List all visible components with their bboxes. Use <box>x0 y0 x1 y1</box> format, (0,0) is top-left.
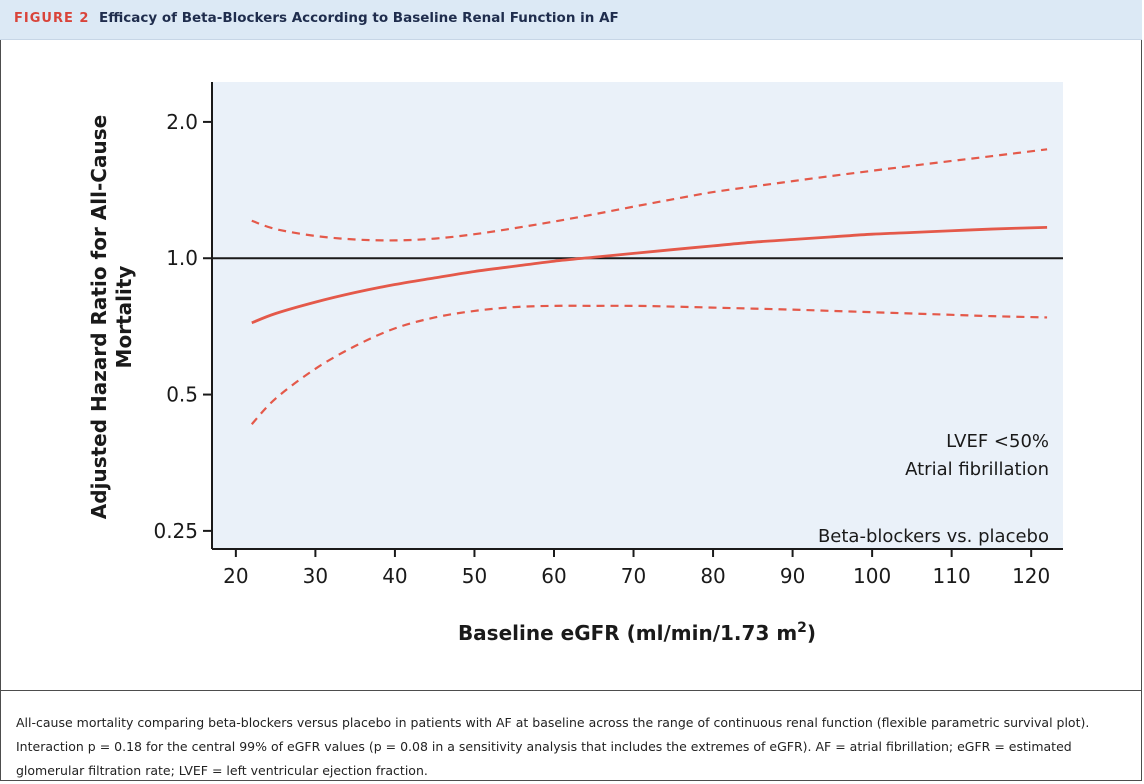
x-tick-label: 20 <box>223 564 248 588</box>
annotation-lvef: LVEF <50% <box>946 431 1049 452</box>
y-tick-label: 0.25 <box>153 519 198 543</box>
x-tick-label: 50 <box>462 564 487 588</box>
series-estimate-line <box>251 225 1048 325</box>
y-tick-label: 0.5 <box>166 383 198 407</box>
x-axis-title-sup: 2 <box>797 620 807 636</box>
caption-divider <box>0 690 1142 691</box>
x-axis-title: Baseline eGFR (ml/min/1.73 m2) <box>458 620 816 645</box>
figure-label: FIGURE 2 <box>14 11 90 26</box>
x-tick-label: 40 <box>382 564 407 588</box>
figure-caption: All-cause mortality comparing beta-block… <box>16 715 1090 778</box>
figure-title: Efficacy of Beta-Blockers According to B… <box>99 10 619 26</box>
x-tick-label: 110 <box>933 564 971 588</box>
y-axis-title-line2: Mortality <box>112 266 136 369</box>
x-tick-label: 120 <box>1012 564 1050 588</box>
y-ticks: 0.25 0.5 1.0 2.0 <box>153 110 212 543</box>
annotation-comparison: Beta-blockers vs. placebo <box>818 526 1049 547</box>
annotation-af: Atrial fibrillation <box>905 459 1049 480</box>
y-axis-title-line1: Adjusted Hazard Ratio for All-Cause <box>87 115 111 519</box>
x-tick-label: 30 <box>303 564 328 588</box>
y-tick-label: 2.0 <box>166 110 198 134</box>
x-tick-label: 70 <box>621 564 646 588</box>
x-tick-label: 100 <box>853 564 891 588</box>
x-axis-title-main: Baseline eGFR (ml/min/1.73 m <box>458 621 797 645</box>
series-layer <box>250 148 1048 425</box>
plot-area <box>212 82 1063 549</box>
x-ticks: 20 30 40 50 60 70 80 90 100 110 120 <box>223 549 1050 588</box>
x-tick-label: 80 <box>700 564 725 588</box>
x-axis-title-tail: ) <box>807 621 816 645</box>
series-lower-95-ci-line <box>250 304 1048 425</box>
figure-header: FIGURE 2 Efficacy of Beta-Blockers Accor… <box>0 0 1142 40</box>
y-tick-label: 1.0 <box>166 246 198 270</box>
x-tick-label: 60 <box>541 564 566 588</box>
series-upper-95-ci-line <box>251 148 1048 242</box>
x-tick-label: 90 <box>780 564 805 588</box>
hazard-ratio-chart: 20 30 40 50 60 70 80 90 100 110 120 0.250.51.02.0 … <box>87 82 1063 645</box>
